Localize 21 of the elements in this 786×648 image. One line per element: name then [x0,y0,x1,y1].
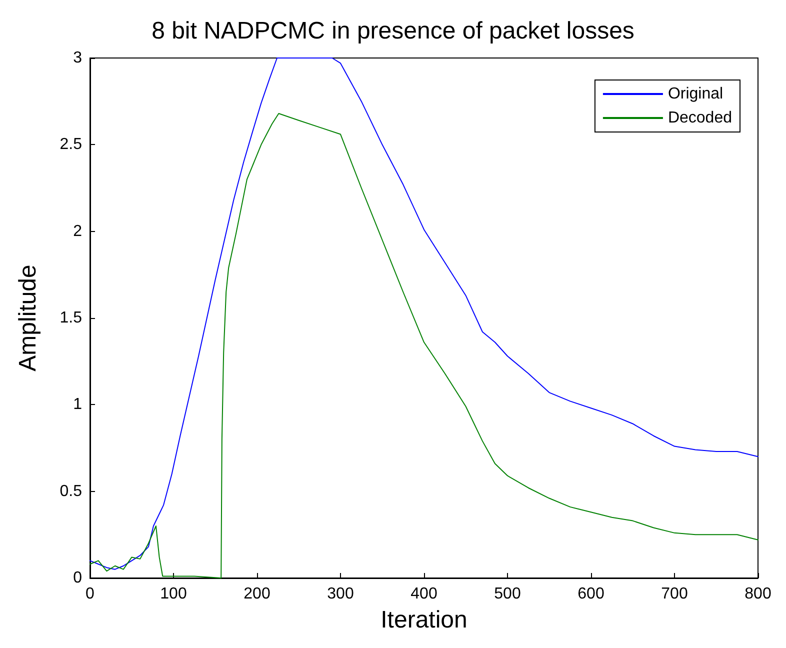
x-tick-label: 200 [244,586,270,602]
y-axis-title: Amplitude [14,264,42,372]
x-tick-label: 700 [661,586,688,602]
legend-label: Original [668,86,724,102]
x-axis-title: Iteration [380,606,468,634]
y-tick-label: 0.5 [60,482,82,500]
y-tick-label: 1 [73,396,82,414]
x-tick-label: 500 [494,586,521,602]
legend-label: Decoded [668,110,732,126]
x-tick-label: 800 [744,586,772,602]
x-tick-label: 300 [327,586,354,602]
x-tick-label: 400 [410,586,438,602]
x-tick-label: 100 [160,586,187,602]
y-tick-label: 2 [73,222,82,240]
x-tick-label: 0 [86,586,95,602]
y-tick-label: 3 [73,50,82,66]
chart-title: 8 bit NADPCMC in presence of packet losses [152,18,634,44]
x-tick-label: 600 [578,586,604,602]
y-tick-label: 1.5 [60,310,82,326]
y-tick-label: 2.5 [60,136,82,154]
y-tick-label: 0 [73,570,82,586]
